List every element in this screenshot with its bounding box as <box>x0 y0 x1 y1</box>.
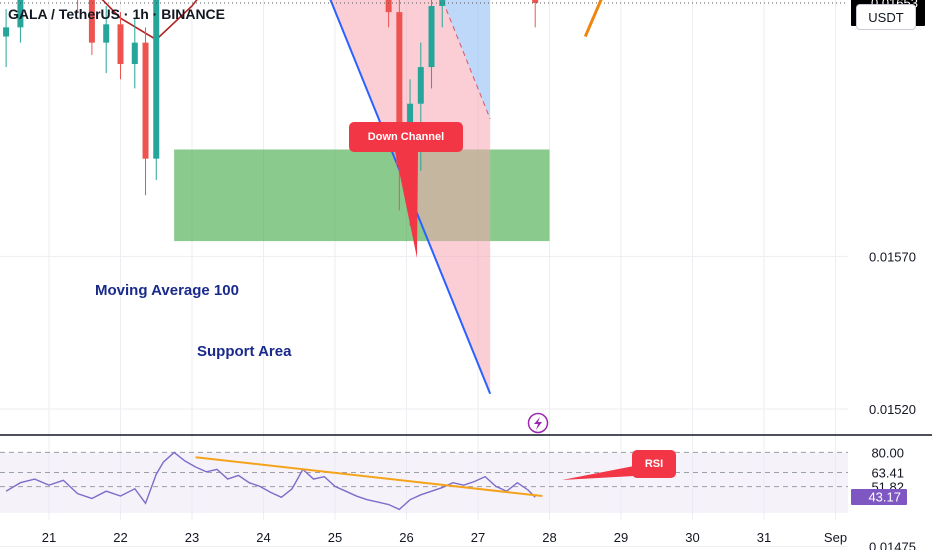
candle-body <box>153 0 160 159</box>
x-tick-label: 24 <box>256 530 270 545</box>
x-tick-label: 30 <box>685 530 699 545</box>
x-tick-label: 25 <box>328 530 342 545</box>
channel-lower-line <box>329 0 492 395</box>
y-tick-label: 0.01570 <box>869 249 916 264</box>
down-channel-pointer <box>395 151 418 258</box>
projection-path <box>583 0 603 38</box>
candle-body <box>117 24 124 65</box>
x-tick-label: 26 <box>399 530 413 545</box>
chart-title: GALA / TetherUS · 1h · BINANCE <box>8 6 226 22</box>
lightning-glyph <box>534 417 542 430</box>
overlay-layer <box>0 0 848 480</box>
rsi-pointer <box>562 466 634 480</box>
candle-body <box>417 67 424 104</box>
candle-body <box>3 27 10 37</box>
candle-body <box>88 0 95 43</box>
candle-body <box>103 24 110 43</box>
x-tick-label: 23 <box>185 530 199 545</box>
candle-body <box>142 42 149 159</box>
currency-button[interactable]: USDT <box>856 4 916 30</box>
candle-body <box>131 42 138 65</box>
support-area-label: Support Area <box>197 343 292 360</box>
candle-body <box>385 0 392 13</box>
x-tick-label: Sep <box>824 530 847 545</box>
y-tick-label: 0.01475 <box>869 539 916 550</box>
candle-body <box>439 0 446 7</box>
chart-areas <box>174 0 550 395</box>
rsi-callout: RSI <box>632 450 676 478</box>
rsi-tick-label: 63.41 <box>871 466 904 481</box>
down-channel-callout: Down Channel <box>349 122 463 152</box>
x-tick-label: 22 <box>113 530 127 545</box>
moving-average-label: Moving Average 100 <box>95 282 239 299</box>
support-area-zone <box>174 149 550 242</box>
y-tick-label: 0.01520 <box>869 402 916 417</box>
rsi-value-tag <box>851 489 907 506</box>
rsi-line <box>5 451 536 511</box>
candle-body <box>428 6 435 68</box>
rsi-tick-label: 80.00 <box>871 445 904 460</box>
candle-body <box>532 0 539 3</box>
rsi-layer <box>0 434 932 513</box>
x-tick-label: 21 <box>42 530 56 545</box>
candle-body <box>396 12 403 165</box>
x-tick-label: 31 <box>757 530 771 545</box>
x-tick-label: 27 <box>471 530 485 545</box>
x-tick-label: 28 <box>542 530 556 545</box>
candle-body <box>17 0 24 28</box>
rsi-trendline <box>195 456 543 498</box>
rsi-value-label: 43.17 <box>868 490 901 505</box>
x-tick-label: 29 <box>614 530 628 545</box>
